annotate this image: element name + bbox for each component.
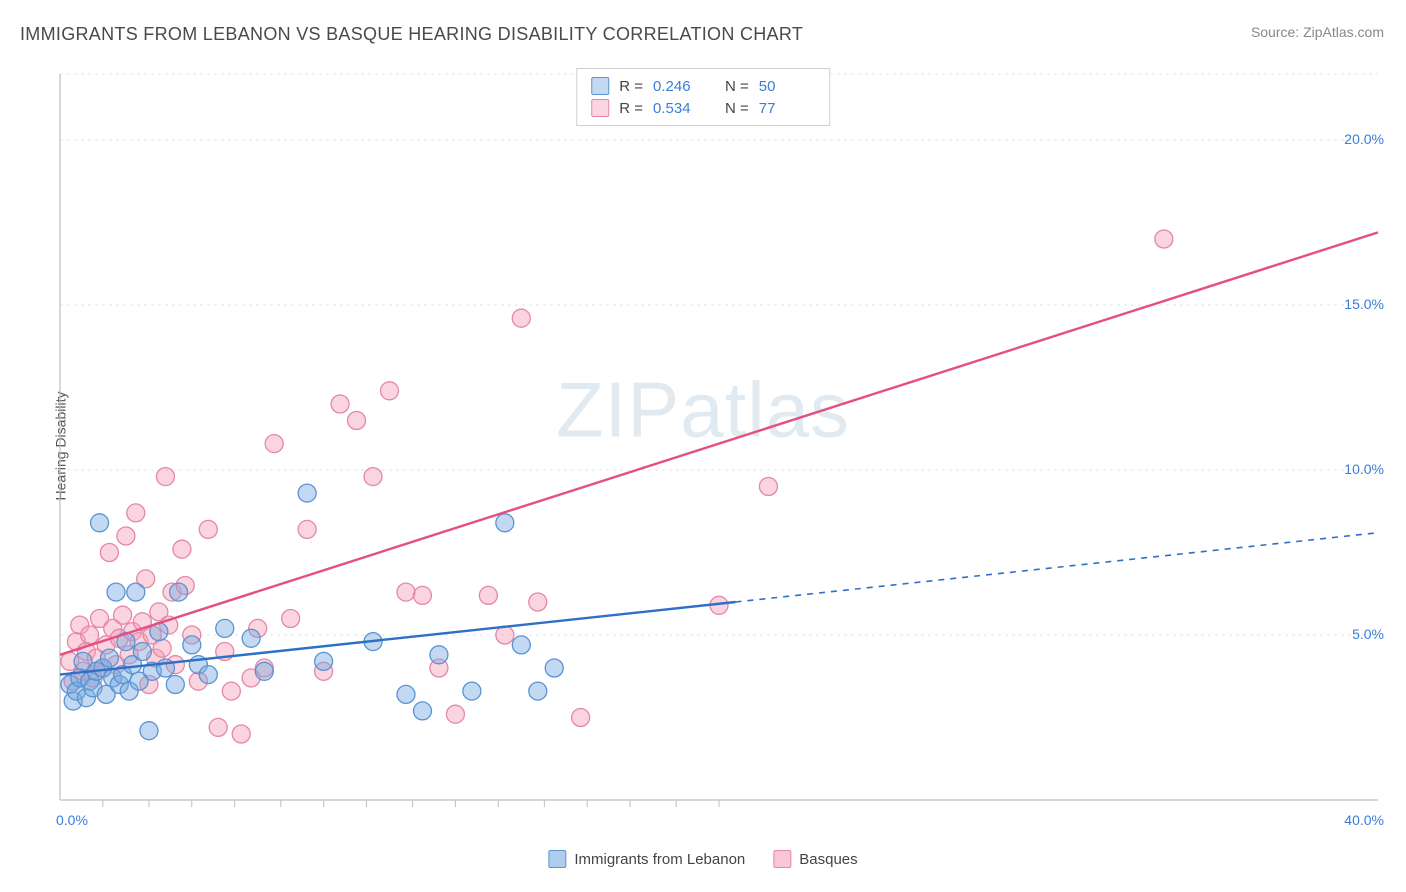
- n-label: N =: [725, 78, 749, 95]
- y-tick-label: 10.0%: [1344, 461, 1384, 477]
- chart-container: IMMIGRANTS FROM LEBANON VS BASQUE HEARIN…: [0, 0, 1406, 892]
- legend-row-series-1: R = 0.534 N = 77: [591, 97, 815, 119]
- swatch-icon: [591, 77, 609, 95]
- n-value: 50: [759, 78, 815, 95]
- swatch-icon: [773, 850, 791, 868]
- source-attribution: Source: ZipAtlas.com: [1251, 24, 1384, 40]
- chart-title: IMMIGRANTS FROM LEBANON VS BASQUE HEARIN…: [20, 24, 803, 45]
- legend-item-1: Basques: [773, 850, 857, 868]
- swatch-icon: [591, 99, 609, 117]
- y-tick-label: 20.0%: [1344, 131, 1384, 147]
- series-legend: Immigrants from Lebanon Basques: [548, 850, 857, 868]
- swatch-icon: [548, 850, 566, 868]
- r-value: 0.534: [653, 100, 709, 117]
- r-value: 0.246: [653, 78, 709, 95]
- legend-label: Immigrants from Lebanon: [574, 851, 745, 868]
- n-value: 77: [759, 100, 815, 117]
- plot-area: [54, 68, 1384, 828]
- x-tick-label: 0.0%: [56, 812, 88, 828]
- legend-label: Basques: [799, 851, 857, 868]
- r-label: R =: [619, 78, 643, 95]
- legend-row-series-0: R = 0.246 N = 50: [591, 75, 815, 97]
- correlation-legend: R = 0.246 N = 50 R = 0.534 N = 77: [576, 68, 830, 126]
- r-label: R =: [619, 100, 643, 117]
- scatter-plot: [54, 68, 1384, 828]
- y-tick-label: 5.0%: [1352, 626, 1384, 642]
- n-label: N =: [725, 100, 749, 117]
- x-tick-label: 40.0%: [1344, 812, 1384, 828]
- y-tick-label: 15.0%: [1344, 296, 1384, 312]
- legend-item-0: Immigrants from Lebanon: [548, 850, 745, 868]
